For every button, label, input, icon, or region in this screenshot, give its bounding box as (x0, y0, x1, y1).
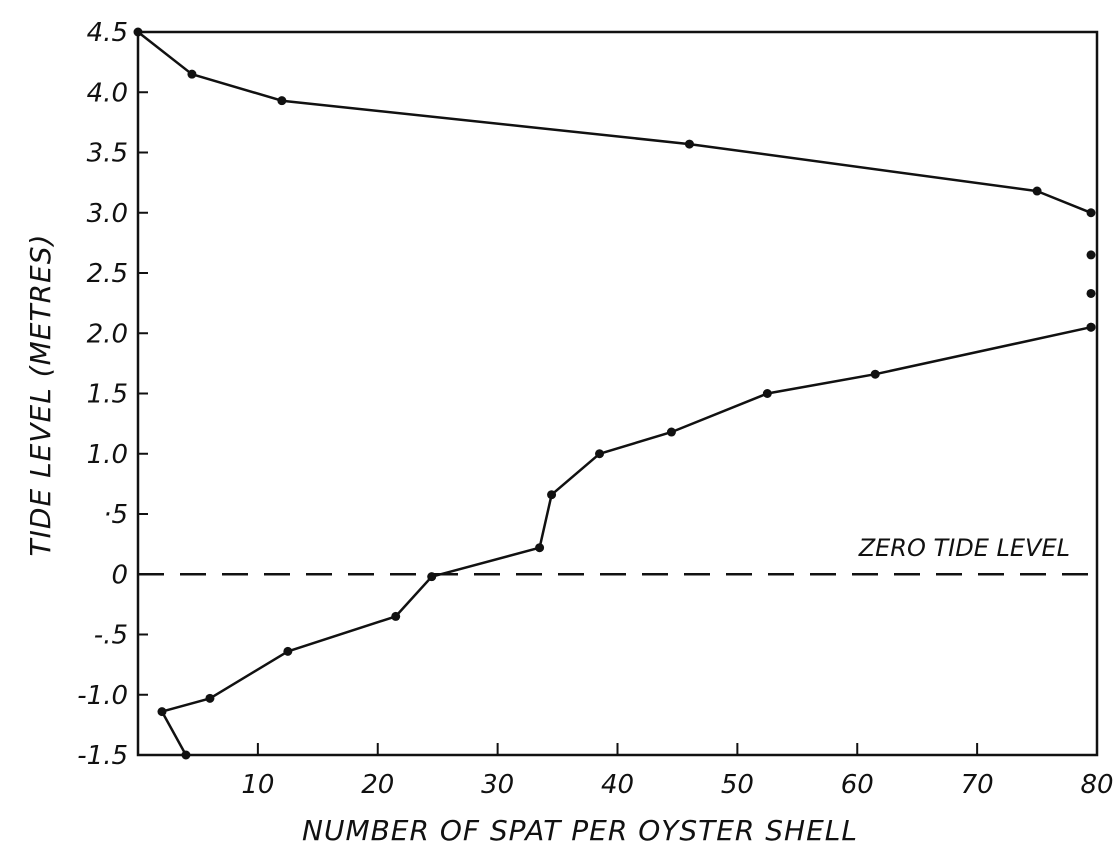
x-tick-label: 70 (961, 770, 994, 800)
data-point (1086, 208, 1096, 218)
y-tick-label: 0 (111, 560, 128, 590)
data-point (1086, 250, 1096, 260)
data-point (1086, 288, 1096, 298)
data-point (181, 750, 191, 760)
labels-layer: 4.5 4.0 3.5 3.0 2.5 2.0 1.5 1.0 ·5 0 -.5 -1.0 -1.5 10… (77, 18, 1113, 800)
y-tick-label: 4.5 (87, 18, 128, 48)
x-tick-label: 40 (601, 770, 634, 800)
y-tick-label: 4.0 (87, 78, 128, 108)
y-tick-label: 3.0 (87, 199, 128, 229)
points-layer (133, 27, 1096, 760)
x-axis-title: NUMBER OF SPAT PER OYSTER SHELL (302, 814, 858, 847)
x-tick-label: 20 (361, 770, 394, 800)
y-tick-label: -1.5 (77, 741, 128, 771)
data-point (1032, 186, 1042, 196)
x-tick-label: 60 (841, 770, 874, 800)
x-tick-label: 10 (241, 770, 274, 800)
y-tick-label: -1.0 (77, 681, 128, 711)
data-point (205, 693, 215, 703)
x-tick-label: 80 (1080, 770, 1113, 800)
data-point (684, 139, 694, 149)
data-point (666, 427, 676, 437)
data-point (277, 96, 287, 106)
data-point (187, 69, 197, 79)
series-line-1 (137, 31, 1092, 214)
data-point (391, 611, 401, 621)
data-point (547, 490, 557, 500)
data-point (595, 449, 605, 459)
y-tick-label: -.5 (94, 621, 128, 651)
axes-layer (136, 30, 1099, 757)
data-point (870, 369, 880, 379)
data-point (762, 389, 772, 398)
plot-frame (136, 30, 1099, 757)
series-layer (137, 31, 1092, 756)
y-tick-label: 2.5 (87, 259, 128, 289)
x-tick-label: 30 (481, 770, 514, 800)
data-point (133, 27, 143, 37)
y-tick-label: ·5 (103, 500, 128, 530)
y-tick-label: 2.0 (87, 319, 128, 349)
y-tick-label: 1.5 (87, 380, 128, 410)
y-axis-title: TIDE LEVEL (METRES) (24, 234, 57, 557)
data-point (157, 707, 167, 717)
data-point (427, 572, 437, 582)
zero-tide-level-label: ZERO TIDE LEVEL (858, 534, 1070, 562)
y-tick-label: 3.5 (87, 139, 128, 169)
data-point (283, 646, 293, 656)
y-tick-label: 1.0 (87, 440, 128, 470)
data-point (1086, 322, 1096, 332)
x-tick-label: 50 (721, 770, 754, 800)
data-point (535, 543, 545, 553)
